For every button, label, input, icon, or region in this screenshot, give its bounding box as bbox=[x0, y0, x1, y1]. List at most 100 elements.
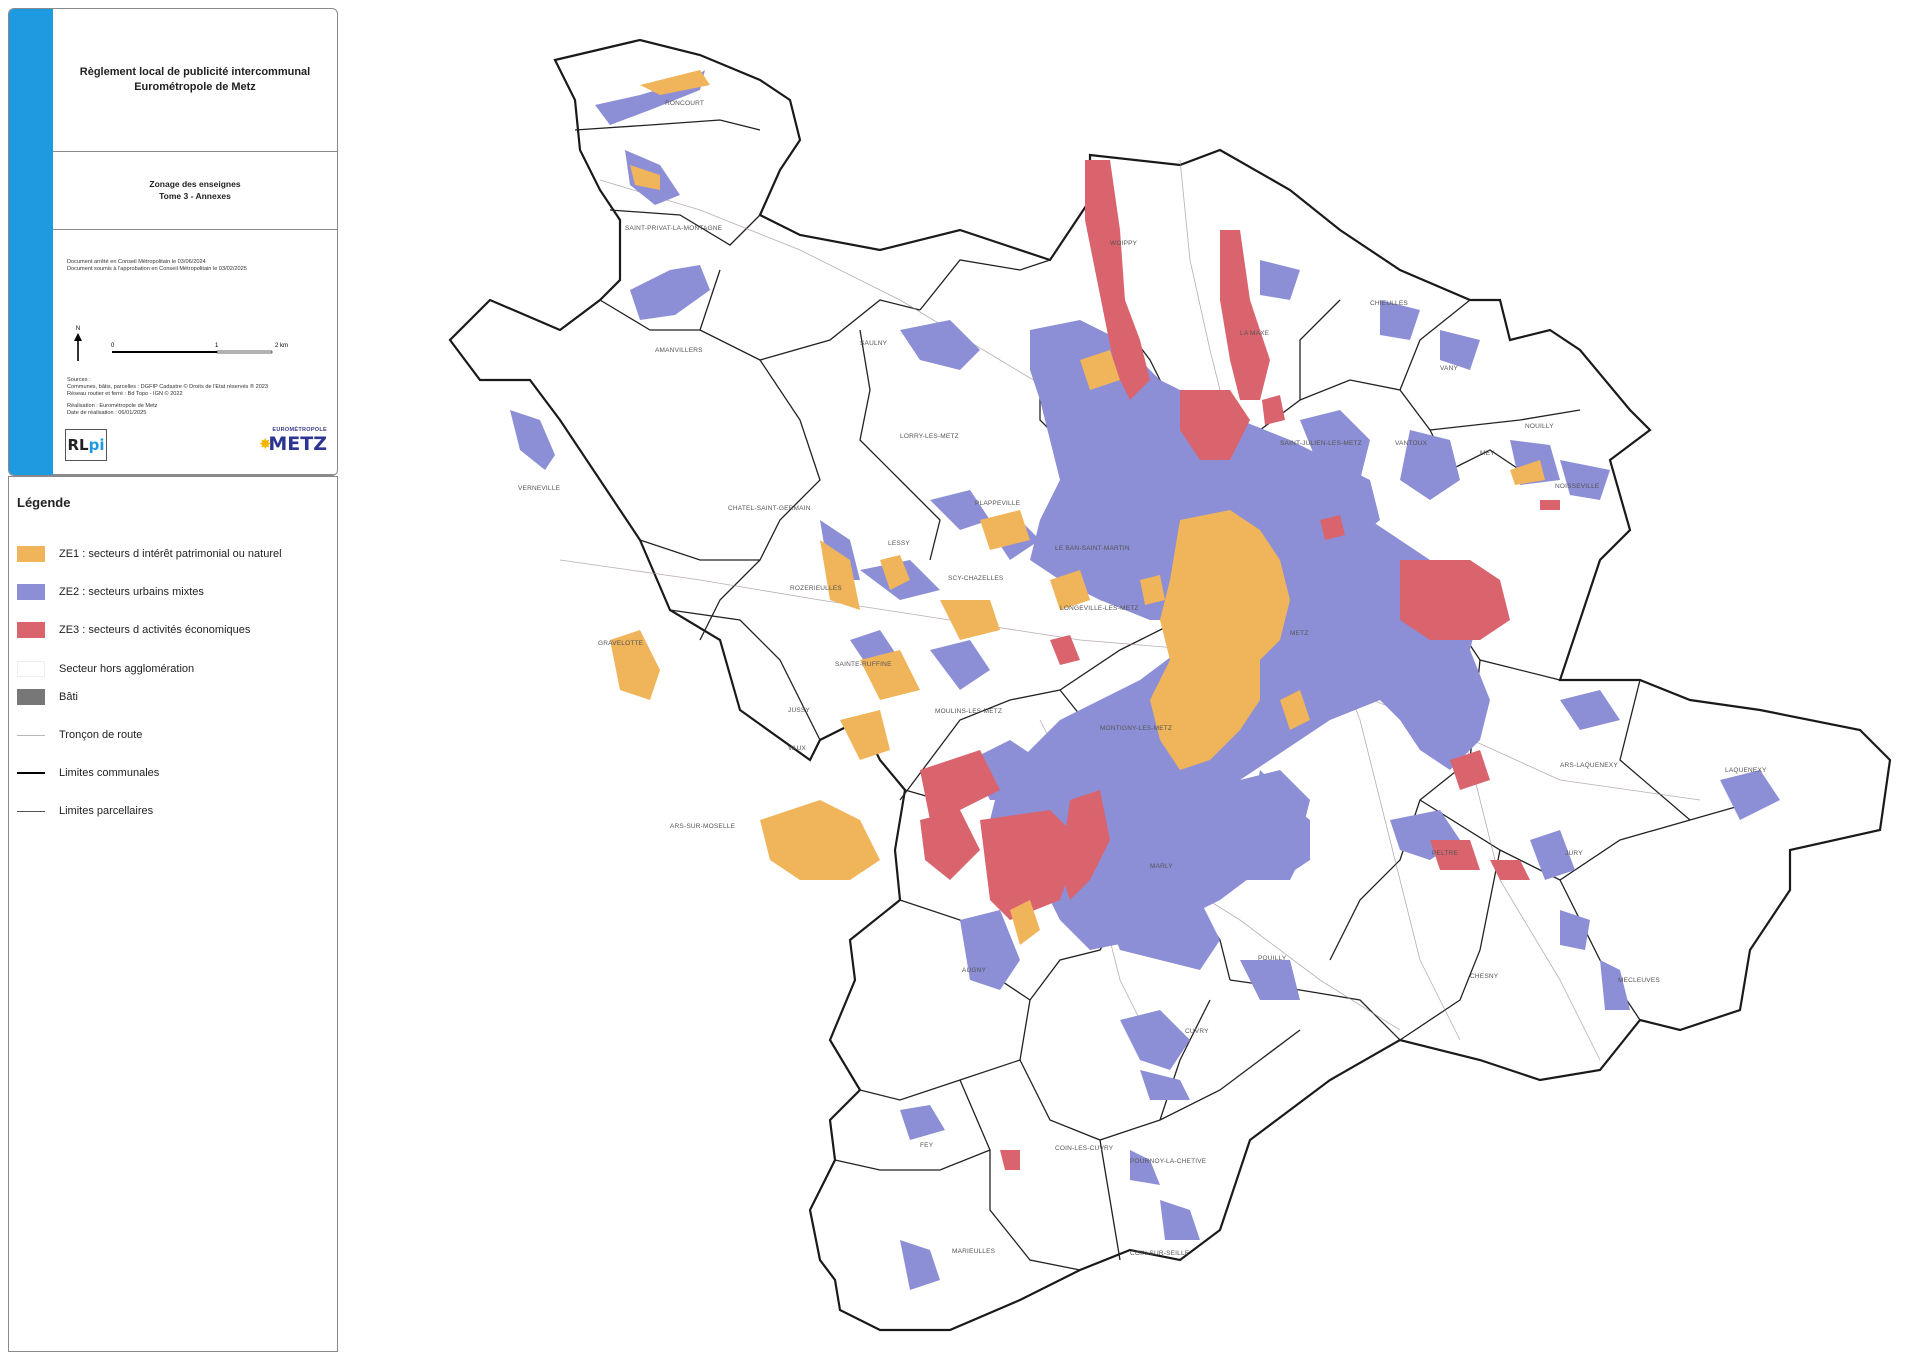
label-chesny: CHESNY bbox=[1470, 973, 1499, 980]
map-subtitle-line-2: Tome 3 - Annexes bbox=[159, 191, 231, 201]
ze2-saulny bbox=[900, 320, 980, 370]
sources-line-3: Réseau routier et ferré : Bd Topo - IGN … bbox=[67, 391, 183, 397]
ze2-chieulles bbox=[1380, 300, 1420, 340]
legend-item-ze2: ZE2 : secteurs urbains mixtes bbox=[17, 583, 204, 601]
ze1-saint-privat bbox=[630, 165, 660, 190]
legend-swatch-bati bbox=[17, 689, 45, 705]
ze2-plappeville bbox=[930, 490, 990, 530]
sources-line-1: Sources : bbox=[67, 377, 91, 383]
ze2-verneville bbox=[510, 410, 555, 470]
label-scy: SCY-CHAZELLES bbox=[948, 575, 1004, 582]
title-block-accent-band bbox=[9, 9, 53, 475]
label-saulny: SAULNY bbox=[860, 340, 888, 347]
ze1-jussy bbox=[860, 650, 920, 700]
legend-label-parcel: Limites parcellaires bbox=[59, 805, 154, 817]
title-block-subtitle: Zonage des enseignes Tome 3 - Annexes bbox=[53, 151, 337, 230]
realisation-line-2: Date de réalisation : 06/01/2025 bbox=[67, 410, 147, 416]
label-fey: FEY bbox=[920, 1142, 934, 1149]
ze1-metz-centre bbox=[1150, 510, 1290, 770]
scale-bar: 0 1 2 km bbox=[111, 343, 288, 354]
ze3-la-maxe bbox=[1220, 230, 1270, 400]
legend-line-communal bbox=[17, 772, 45, 774]
label-augny: AUGNY bbox=[962, 967, 987, 974]
ze2-fey bbox=[900, 1105, 945, 1140]
ze1-chatel bbox=[820, 540, 860, 610]
label-roncourt: RONCOURT bbox=[665, 100, 704, 107]
label-ars-moselle: ARS-SUR-MOSELLE bbox=[670, 823, 736, 830]
label-montigny: MONTIGNY-LES-METZ bbox=[1100, 725, 1172, 732]
ze3-jury bbox=[1490, 860, 1530, 880]
ze3-ars-east bbox=[920, 810, 980, 880]
scale-label-2: 2 km bbox=[275, 343, 288, 349]
ze2-montigny bbox=[1040, 700, 1150, 800]
ze1-gravelotte bbox=[610, 630, 660, 700]
label-le-ban: LE BAN-SAINT-MARTIN bbox=[1055, 545, 1130, 552]
eurometropole-metz-logo: ✸ EUROMÉTROPOLE METZ bbox=[259, 427, 327, 455]
ze3-marly-west bbox=[1060, 790, 1110, 900]
ze2-coin-seille bbox=[1160, 1200, 1200, 1240]
label-marly: MARLY bbox=[1150, 863, 1173, 870]
legend-swatch-ze1 bbox=[17, 546, 45, 562]
label-rozerieulles: ROZERIEULLES bbox=[790, 585, 842, 592]
ze3-actipole bbox=[1400, 560, 1510, 640]
label-la-maxe: LA MAXE bbox=[1240, 330, 1270, 337]
ze1-lessy bbox=[880, 555, 910, 590]
ze3-woippy-strip bbox=[1085, 160, 1150, 400]
ze2-marieulles bbox=[900, 1240, 940, 1290]
title-block-info: Document arrêté en Conseil Métropolitain… bbox=[53, 229, 337, 475]
ze2-noisseville bbox=[1560, 460, 1610, 500]
north-arrow-icon: N bbox=[74, 326, 82, 361]
ze2-vantoux bbox=[1400, 430, 1460, 500]
zoning-map[interactable]: RONCOURT SAINT-PRIVAT-LA-MONTAGNE AMANVI… bbox=[400, 0, 1920, 1358]
legend-label-ze1: ZE1 : secteurs d intérêt patrimonial ou … bbox=[59, 548, 282, 560]
label-pouilly: POUILLY bbox=[1258, 955, 1287, 962]
ze1-plappeville bbox=[980, 510, 1030, 550]
label-ars-laquenexy: ARS-LAQUENEXY bbox=[1560, 762, 1618, 769]
document-status: Document arrêté en Conseil Métropolitain… bbox=[67, 259, 247, 273]
label-vany: VANY bbox=[1440, 365, 1458, 372]
label-gravelotte: GRAVELOTTE bbox=[598, 640, 644, 647]
ze2-mecleuves bbox=[1600, 960, 1630, 1010]
ze2-augny bbox=[960, 910, 1020, 990]
legend-item-parcel-limits: Limites parcellaires bbox=[17, 802, 153, 820]
label-moulins: MOULINS-LES-METZ bbox=[935, 708, 1002, 715]
ze1-scy bbox=[940, 600, 1000, 640]
zone-ze1-layer bbox=[610, 70, 1545, 945]
ze2-vany bbox=[1440, 330, 1480, 370]
document-status-line-1: Document arrêté en Conseil Métropolitain… bbox=[67, 259, 206, 265]
label-amanvillers: AMANVILLERS bbox=[655, 347, 703, 354]
label-sainte-ruffine: SAINTE-RUFFINE bbox=[835, 661, 892, 668]
label-cuvry: CUVRY bbox=[1185, 1028, 1209, 1035]
ze1-roncourt bbox=[640, 70, 710, 95]
ze2-cuvry-south bbox=[1140, 1070, 1190, 1100]
map-title-line-2: Eurométropole de Metz bbox=[134, 81, 256, 93]
ze1-lorry bbox=[1080, 350, 1120, 390]
title-block: Règlement local de publicité intercommun… bbox=[8, 8, 338, 476]
label-saint-privat: SAINT-PRIVAT-LA-MONTAGNE bbox=[625, 225, 723, 232]
label-lorry: LORRY-LES-METZ bbox=[900, 433, 959, 440]
legend-label-communal: Limites communales bbox=[59, 767, 160, 779]
legend-item-ze1: ZE1 : secteurs d intérêt patrimonial ou … bbox=[17, 545, 282, 563]
label-peltre: PELTRE bbox=[1432, 850, 1458, 857]
ze3-peltre bbox=[1430, 840, 1480, 870]
map-title-line-1: Règlement local de publicité intercommun… bbox=[79, 66, 311, 78]
legend-label-road: Tronçon de route bbox=[59, 729, 143, 741]
legend-item-communal-limits: Limites communales bbox=[17, 764, 159, 782]
north-arrow-label: N bbox=[76, 326, 80, 332]
ze3-saint-julien bbox=[1262, 395, 1285, 425]
ze3-north-metz bbox=[1180, 390, 1250, 460]
label-mey: MEY bbox=[1480, 450, 1495, 457]
legend-label-bati: Bâti bbox=[59, 691, 78, 703]
commune-labels: RONCOURT SAINT-PRIVAT-LA-MONTAGNE AMANVI… bbox=[518, 100, 1767, 1257]
legend-panel: Légende ZE1 : secteurs d intérêt patrimo… bbox=[8, 476, 338, 1352]
label-verneville: VERNEVILLE bbox=[518, 485, 561, 492]
rlpi-logo: RL pi bbox=[65, 429, 107, 461]
label-vaux: VAUX bbox=[788, 745, 806, 752]
ze3-augny-north bbox=[980, 810, 1080, 920]
label-jury: JURY bbox=[1565, 850, 1583, 857]
ze3-metz-spot bbox=[1320, 515, 1345, 540]
scale-label-1: 1 bbox=[215, 343, 219, 349]
ze2-pournoy bbox=[1130, 1150, 1160, 1185]
document-status-line-2: Document soumis à l'approbation en Conse… bbox=[67, 266, 247, 272]
label-laquenexy: LAQUENEXY bbox=[1725, 767, 1767, 774]
